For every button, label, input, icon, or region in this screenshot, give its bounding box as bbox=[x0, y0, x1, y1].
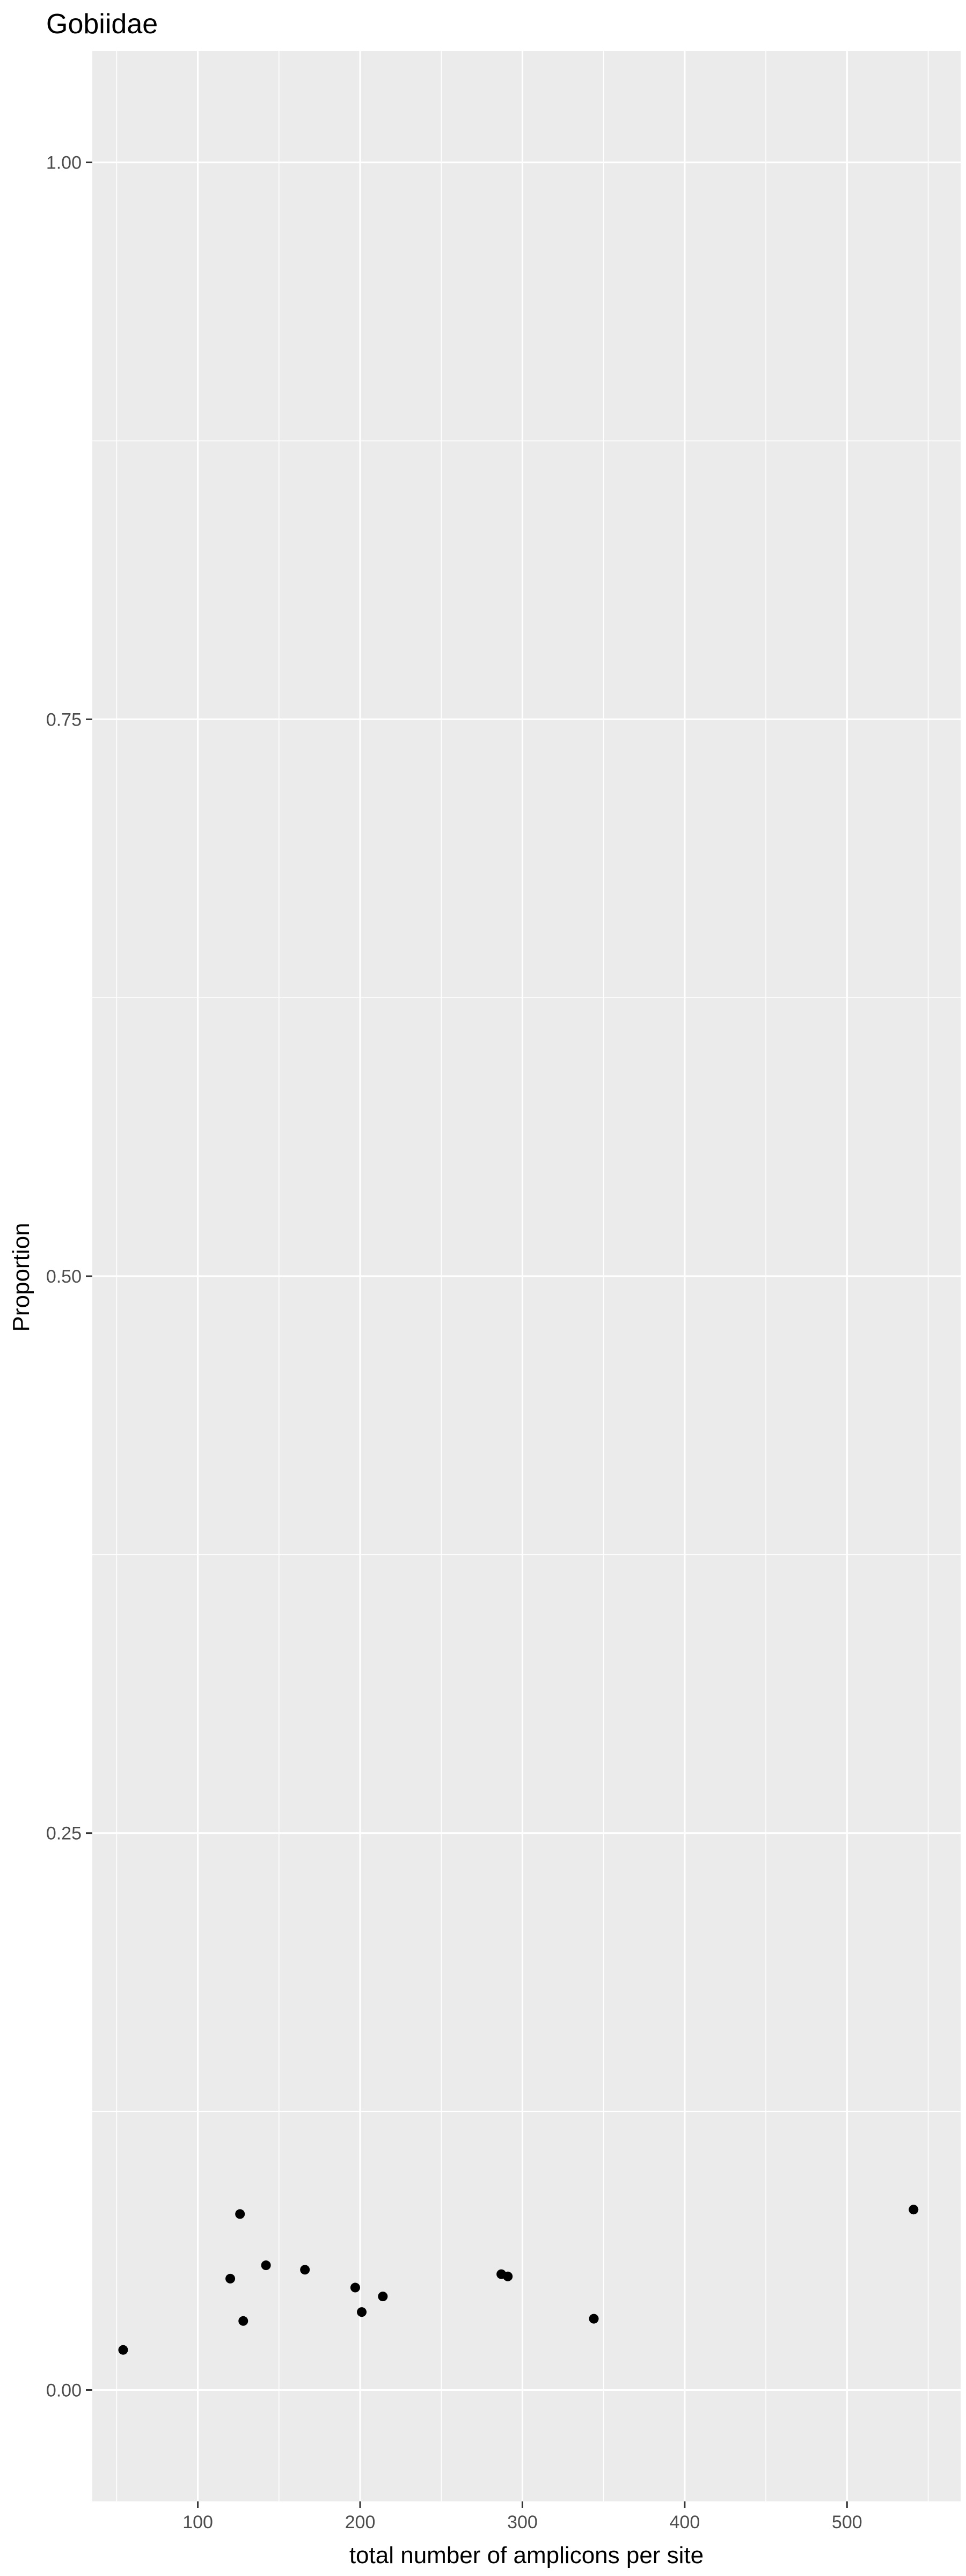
y-tick-label: 0.00 bbox=[46, 2380, 82, 2401]
data-point bbox=[118, 2345, 128, 2355]
data-point bbox=[357, 2307, 367, 2317]
data-point bbox=[909, 2205, 919, 2215]
x-tick-label: 400 bbox=[670, 2512, 700, 2533]
y-axis-ticks: 0.00 0.25 0.50 0.75 1.00 bbox=[46, 153, 92, 2401]
x-tick-label: 300 bbox=[507, 2512, 538, 2533]
x-tick-label: 500 bbox=[832, 2512, 862, 2533]
y-tick-label: 0.25 bbox=[46, 1824, 82, 1844]
data-points bbox=[118, 2205, 919, 2355]
data-point bbox=[300, 2265, 310, 2275]
data-point bbox=[238, 2316, 248, 2326]
data-point bbox=[235, 2209, 245, 2219]
x-axis-title: total number of amplicons per site bbox=[349, 2542, 704, 2568]
x-tick-label: 100 bbox=[182, 2512, 213, 2533]
y-tick-label: 1.00 bbox=[46, 153, 82, 173]
data-point bbox=[261, 2260, 271, 2271]
y-tick-label: 0.50 bbox=[46, 1267, 82, 1287]
data-point bbox=[589, 2314, 599, 2324]
y-axis-title: Proportion bbox=[8, 1223, 34, 1331]
x-tick-label: 200 bbox=[345, 2512, 376, 2533]
data-point bbox=[350, 2282, 360, 2293]
data-point bbox=[503, 2271, 513, 2281]
major-grid bbox=[92, 51, 961, 2501]
chart-title: Gobiidae bbox=[46, 9, 158, 40]
data-point bbox=[378, 2292, 388, 2302]
y-tick-label: 0.75 bbox=[46, 709, 82, 730]
data-point bbox=[225, 2273, 236, 2284]
x-axis-ticks: 100 200 300 400 500 bbox=[182, 2501, 862, 2533]
